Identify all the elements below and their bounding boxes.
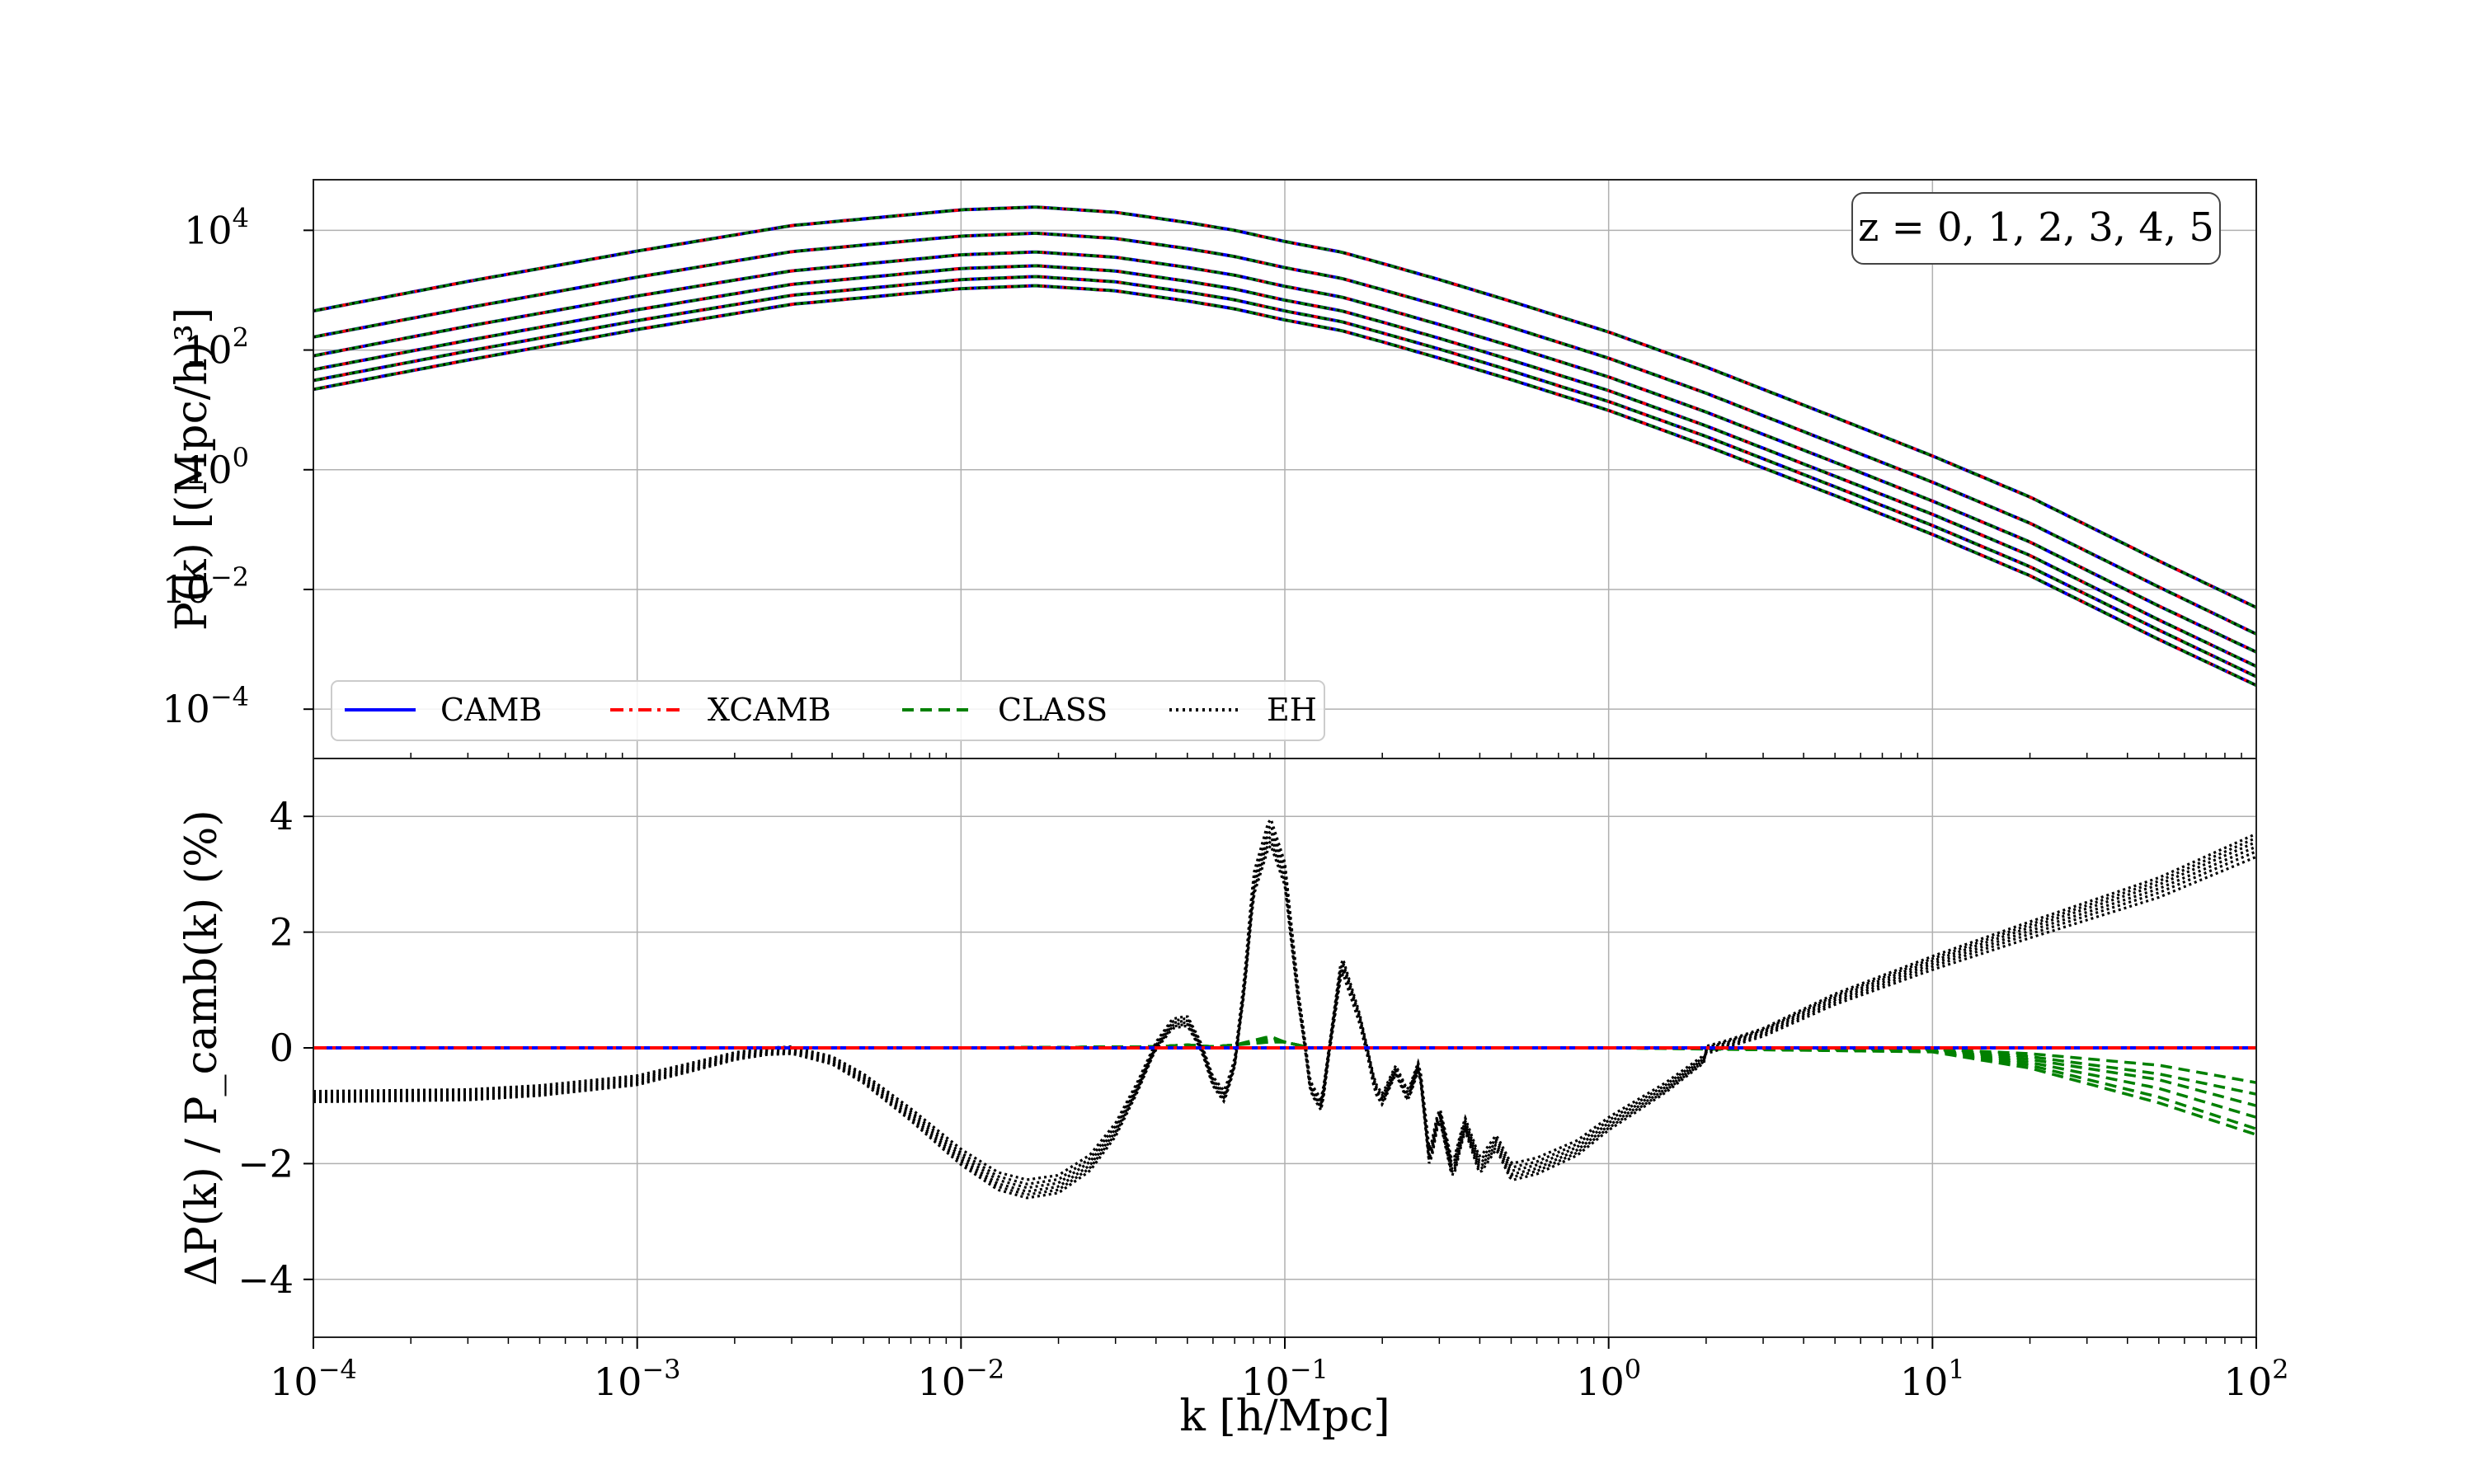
top-y-axis-label: P(k) [(Mpc/h)³] — [167, 308, 217, 631]
bottom-y-ticks: 4 2 0 −2 −4 — [238, 794, 313, 1302]
bottom-xtick-label-5: 101 — [1900, 1354, 1965, 1404]
bottom-xtick-label-2: 10−2 — [917, 1354, 1004, 1404]
bottom-ytick-label-4: −4 — [238, 1257, 294, 1302]
top-series-lines — [313, 205, 2256, 688]
top-ytick-label-4: 10−4 — [162, 681, 249, 731]
eh-diff-z0 — [313, 816, 2256, 1181]
class-line-z0 — [313, 205, 2256, 609]
bottom-ytick-label-1: 2 — [270, 910, 294, 955]
class-diff-z5 — [313, 1040, 2256, 1136]
top-ytick-label-3: 10−2 — [162, 561, 249, 612]
redshift-annotation: z = 0, 1, 2, 3, 4, 5 — [1851, 192, 2221, 265]
top-panel: 104 102 100 10−2 10−4 P(k) [(Mpc/h)³] z = 0,… — [162, 179, 2257, 1344]
top-y-ticks: 104 102 100 10−2 10−4 — [162, 202, 2242, 1344]
eh-diff-z4 — [313, 836, 2256, 1196]
bottom-xtick-label-1: 10−3 — [594, 1354, 681, 1404]
class-line-z5 — [313, 284, 2256, 687]
top-ytick-label-0: 104 — [184, 202, 249, 252]
eh-diff-z5 — [313, 832, 2256, 1200]
top-ytick-label-1: 102 — [184, 322, 249, 373]
class-line-z1 — [313, 232, 2256, 636]
bottom-xtick-label-4: 100 — [1576, 1354, 1641, 1404]
class-line-z3 — [313, 264, 2256, 668]
legend-label-eh: EH — [1267, 692, 1317, 728]
bottom-x-ticks: 10−4 10−3 10−2 10−1 100 101 102 — [270, 1337, 2288, 1404]
bottom-series-lines — [313, 816, 2256, 1200]
legend: CAMB XCAMB CLASS EH — [331, 680, 1325, 741]
legend-box — [331, 680, 1325, 741]
top-ytick-label-2: 100 — [184, 442, 249, 492]
bottom-y-axis-label: ΔP(k) / P_camb(k) (%) — [177, 810, 227, 1286]
eh-diff-z1 — [313, 823, 2256, 1186]
class-line-z2 — [313, 250, 2256, 654]
bottom-panel: 4 2 0 −2 −4 10−4 10−3 10−2 10−1 100 101 102 ΔP(k) … — [177, 758, 2288, 1441]
bottom-ytick-label-0: 4 — [270, 794, 294, 838]
annotation-box — [1851, 192, 2221, 265]
bottom-xtick-label-0: 10−4 — [270, 1354, 357, 1404]
eh-diff-z2 — [313, 828, 2256, 1190]
bottom-xtick-label-3: 10−1 — [1241, 1354, 1329, 1404]
annotation-text: z = 0, 1, 2, 3, 4, 5 — [1858, 204, 2214, 251]
legend-label-xcamb: XCAMB — [708, 692, 831, 728]
bottom-xtick-label-6: 102 — [2224, 1354, 2289, 1404]
legend-label-camb: CAMB — [440, 692, 542, 728]
legend-label-class: CLASS — [998, 692, 1108, 728]
x-axis-label: k [h/Mpc] — [1179, 1392, 1390, 1441]
bottom-ytick-label-3: −2 — [238, 1141, 294, 1186]
bottom-ytick-label-2: 0 — [270, 1026, 294, 1070]
eh-diff-z3 — [313, 834, 2256, 1193]
class-line-z4 — [313, 275, 2256, 679]
